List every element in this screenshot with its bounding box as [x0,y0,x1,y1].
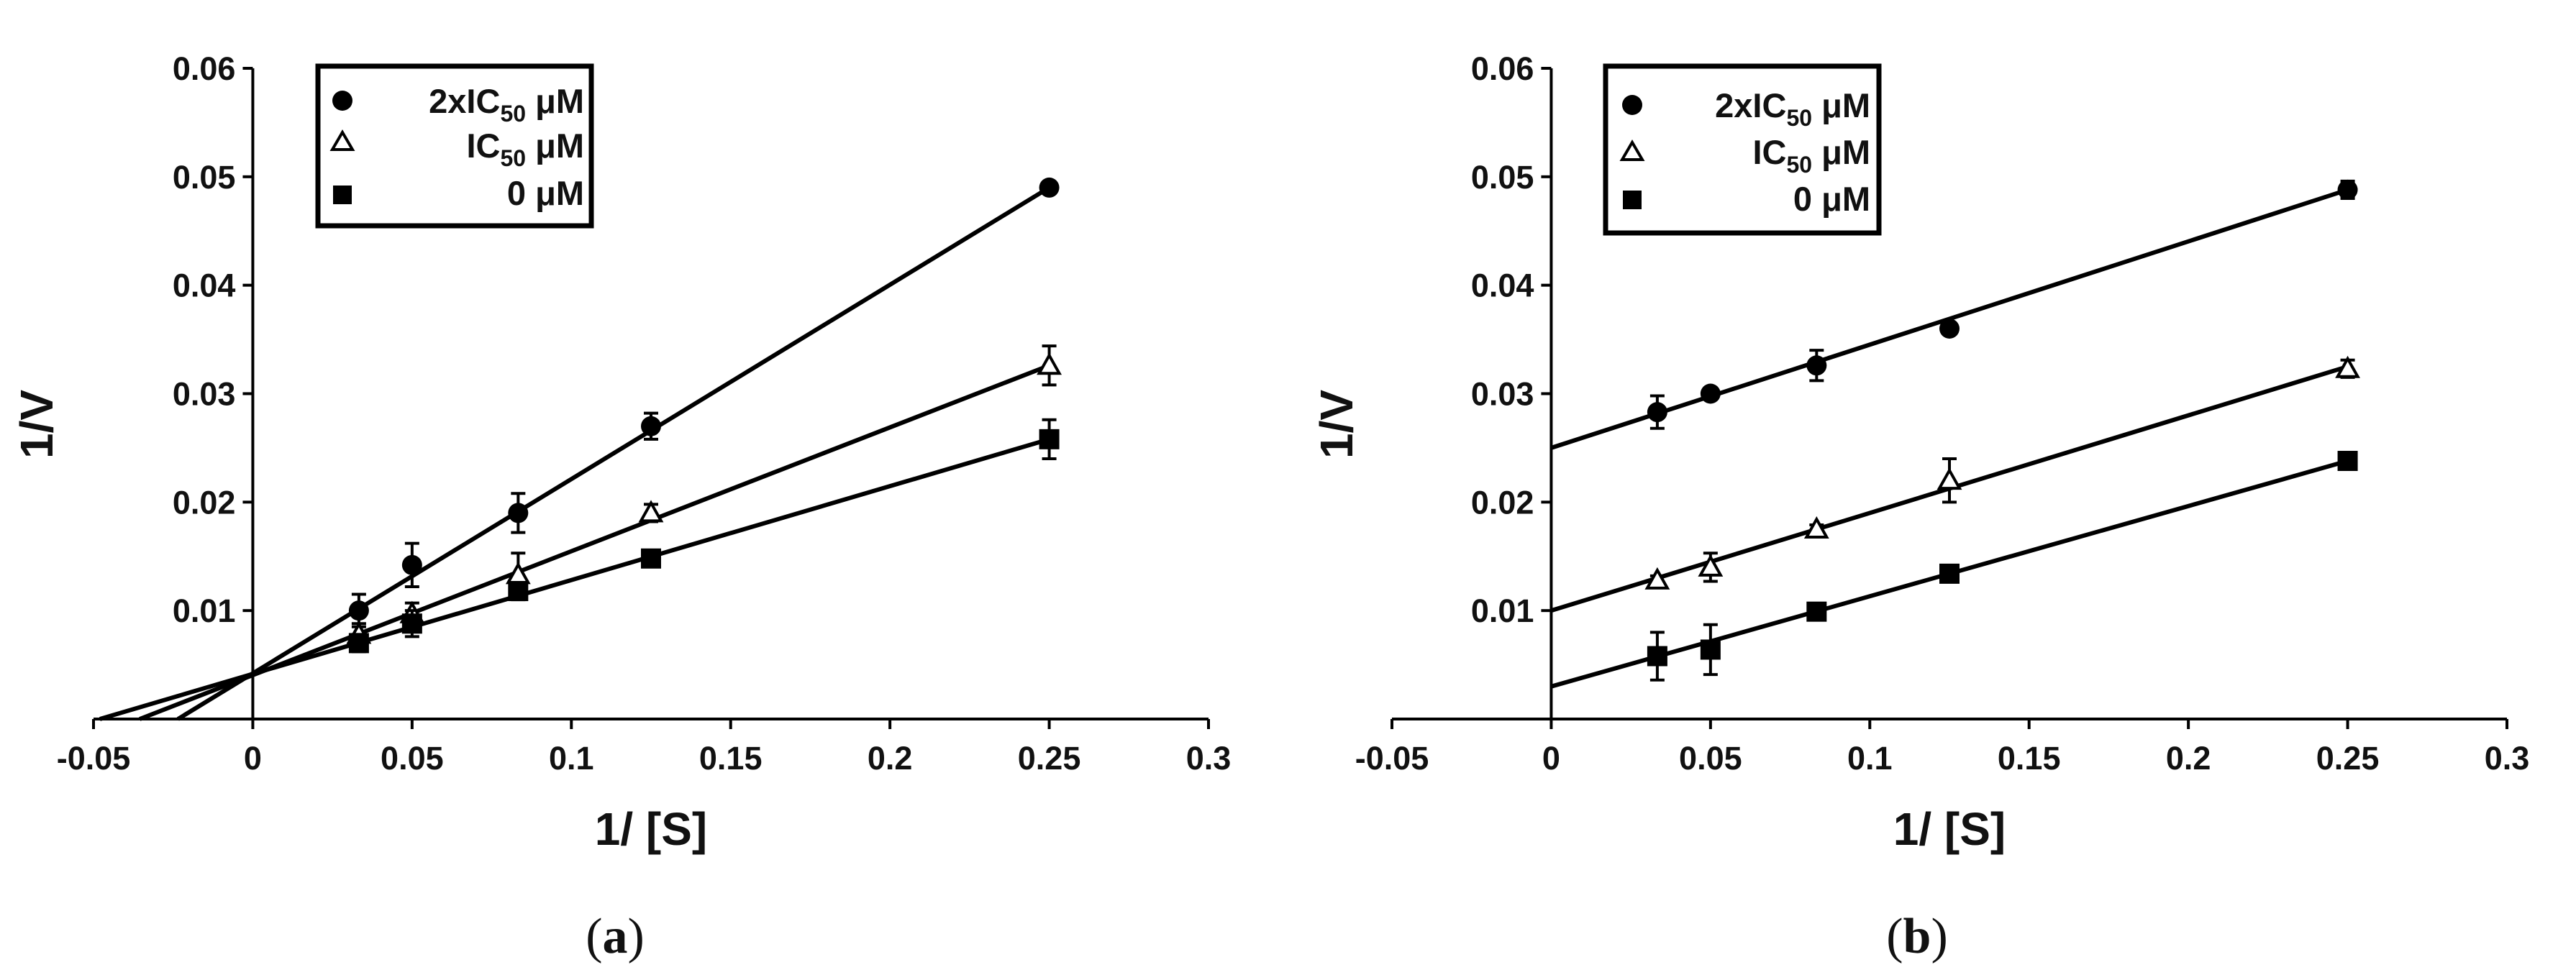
x-tick-label: 0.05 [1679,740,1742,777]
y-tick-label: 0.04 [173,267,236,304]
square-marker [1939,563,1960,584]
triangle-marker [2335,355,2360,378]
square-marker [1039,429,1060,449]
square-marker [1647,646,1667,667]
circle-marker [1700,383,1721,404]
x-tick-label: 0.15 [1998,740,2061,777]
legend-triangle-marker [329,129,355,151]
x-tick-label: 0.3 [2485,740,2530,777]
circle-marker [401,554,422,575]
circle-marker [348,600,369,621]
y-tick-label: 0.03 [173,376,236,413]
y-tick-label: 0.06 [173,50,236,87]
x-tick-label: 0 [1542,740,1560,777]
triangle-marker [1936,467,1962,490]
legend-b: 2xIC50 μM IC50 μM 0 μM [1603,63,1882,236]
plot-area-b: -0.05 0 0.05 0.1 0.15 0.2 0.25 0.3 0.01 0.02 0.03 0… [1355,50,2530,777]
square-marker [2337,451,2358,472]
y-axis-title: 1/V [1311,390,1362,459]
legend-triangle-marker [1619,139,1645,161]
y-tick-label: 0.02 [173,484,236,521]
legend-box [315,63,594,229]
fit-line [176,186,1051,721]
circle-marker [508,503,529,523]
x-tick-label: 0.1 [1847,740,1893,777]
square-marker [1806,601,1827,622]
legend-label-2xic50: 2xIC50 μM [429,82,584,127]
x-tick-label: -0.05 [57,740,131,777]
legend-square-marker [333,186,352,204]
x-axis-title: 1/ [S] [1893,803,2006,855]
x-tick-label: 0 [244,740,262,777]
y-tick-label: 0.01 [173,592,236,629]
legend-label-ic50: IC50 μM [466,127,584,171]
circle-marker [2337,179,2358,200]
x-tick-label: 0.3 [1186,740,1232,777]
y-tick-label: 0.01 [1471,592,1534,629]
x-tick-label: 0.05 [381,740,444,777]
square-marker [641,548,661,569]
x-tick-label: 0.2 [868,740,913,777]
x-tick-label: 0.25 [1018,740,1081,777]
x-tick-label: 0.15 [699,740,763,777]
fit-line [99,436,1050,721]
y-tick-label: 0.06 [1471,50,1534,87]
x-tick-label: -0.05 [1355,740,1429,777]
y-tick-label: 0.04 [1471,267,1534,304]
circle-marker [1939,319,1960,339]
square-marker [508,581,529,602]
legend-circle-marker [1622,95,1642,115]
square-marker [401,613,422,634]
y-tick-label: 0.05 [173,159,236,196]
triangle-marker [1803,516,1829,539]
legend-label-0um: 0 μM [507,174,584,212]
legend-label-0um: 0 μM [1793,180,1870,218]
circle-marker [1039,177,1060,198]
panel-b: -0.05 0 0.05 0.1 0.15 0.2 0.25 0.3 0.01 0.02 0.03 0… [1311,50,2529,964]
circle-marker [1806,355,1827,376]
circle-marker [641,416,661,436]
legend-circle-marker [332,91,352,111]
legend-label-2xic50: 2xIC50 μM [1715,86,1870,131]
y-tick-label: 0.02 [1471,484,1534,521]
legend-square-marker [1623,191,1642,209]
triangle-marker [1037,352,1062,375]
panel-caption-b: (b) [1886,909,1948,964]
y-axis-title: 1/V [11,390,63,459]
plot-area-a: -0.05 0 0.05 0.1 0.15 0.2 0.25 0.3 0.01 0.02 0.03 0… [57,50,1232,777]
legend-box [1603,63,1882,236]
panel-a: -0.05 0 0.05 0.1 0.15 0.2 0.25 0.3 0.01 0.02 0.03 0… [11,50,1231,964]
x-axis-title: 1/ [S] [595,803,707,855]
x-tick-label: 0.25 [2316,740,2380,777]
circle-marker [1647,402,1667,423]
square-marker [1700,639,1721,660]
legend-a: 2xIC50 μM IC50 μM 0 μM [315,63,594,229]
square-marker [348,633,369,654]
panel-caption-a: (a) [586,909,645,964]
triangle-marker [638,500,664,523]
x-tick-label: 0.1 [549,740,594,777]
x-tick-label: 0.2 [2166,740,2211,777]
y-tick-label: 0.03 [1471,376,1534,413]
y-tick-label: 0.05 [1471,159,1534,196]
fit-line [139,363,1050,721]
triangle-marker [1698,554,1724,577]
triangle-marker [1644,567,1670,590]
legend-label-ic50: IC50 μM [1752,133,1870,178]
